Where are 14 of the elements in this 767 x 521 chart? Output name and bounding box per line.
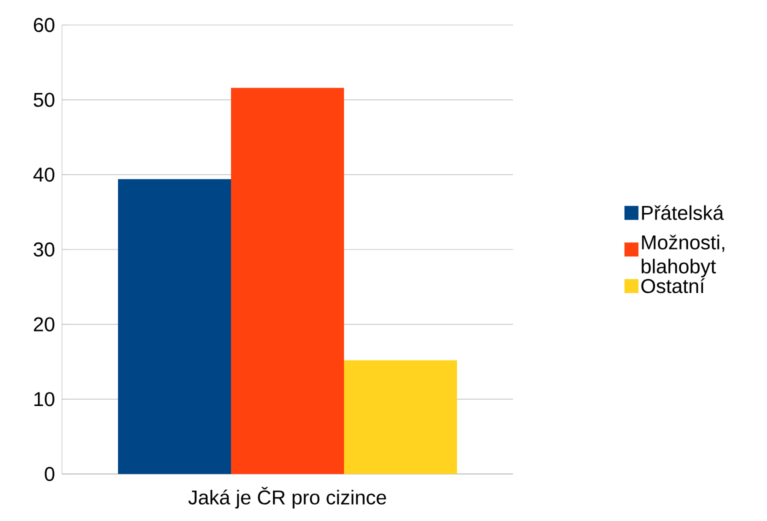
x-tick-label: Jaká je ČR pro cizince bbox=[188, 486, 386, 508]
bar bbox=[344, 360, 458, 474]
legend-label: Možnosti, blahobyt bbox=[642, 234, 724, 278]
bar bbox=[118, 179, 232, 474]
bar bbox=[231, 88, 344, 474]
y-tick-label: 0 bbox=[44, 466, 54, 482]
y-tick-label: 10 bbox=[34, 392, 54, 406]
y-tick-label: 50 bbox=[34, 92, 54, 107]
y-tick-label: 60 bbox=[34, 18, 54, 32]
y-tick-label: 30 bbox=[34, 242, 54, 257]
legend-label: Přátelská bbox=[642, 205, 724, 220]
y-tick-label: 20 bbox=[34, 317, 54, 332]
y-tick-label: 40 bbox=[33, 168, 54, 182]
legend-label: Ostatní bbox=[641, 278, 705, 294]
